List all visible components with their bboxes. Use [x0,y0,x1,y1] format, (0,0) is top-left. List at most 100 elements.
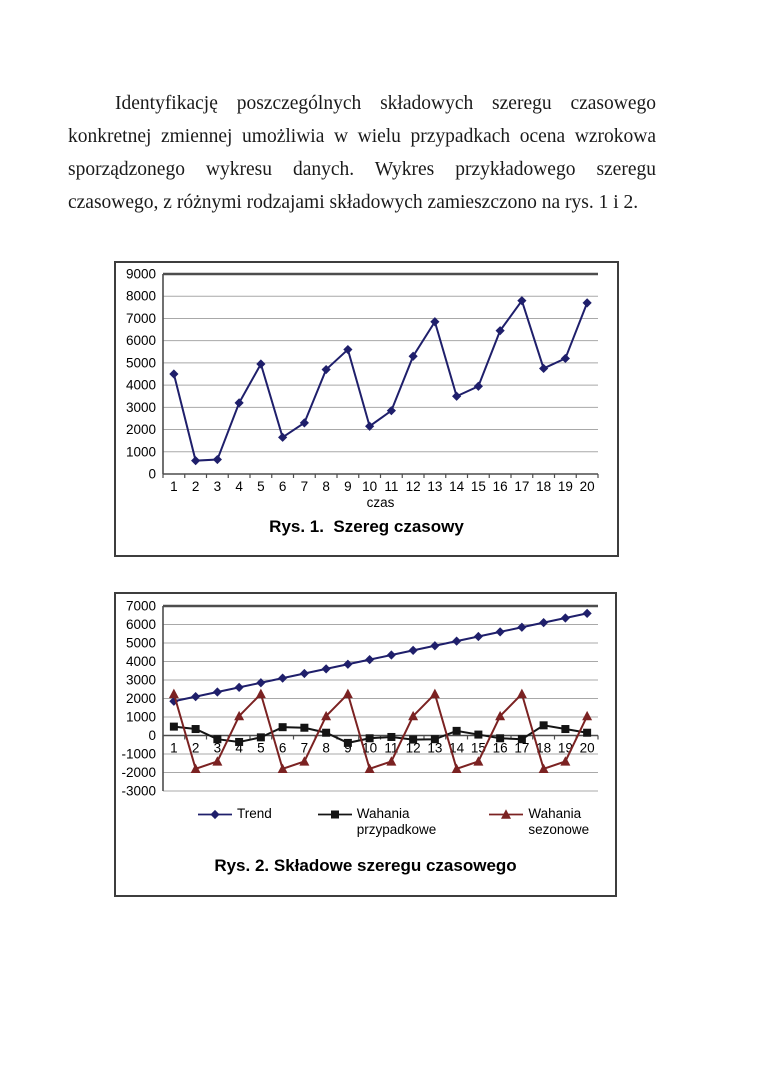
series-marker-diamond [169,369,179,379]
x-tick-label: 16 [493,741,508,756]
y-tick-label: 6000 [126,333,156,348]
series-marker-triangle [364,763,375,773]
series-marker-square [517,735,526,744]
series-marker-square [235,737,244,746]
series-marker-triangle [501,809,512,819]
figure-2-caption: Rys. 2. Składowe szeregu czasowego [214,856,517,875]
series-marker-diamond [495,627,505,637]
chart-2-canvas: 7000 6000 5000 4000 3000 2000 1000 0 -1000 -2000 -… [121,599,599,799]
legend-swatch-diamond-icon [198,809,232,820]
x-tick-label: 7 [301,479,309,494]
series-marker-square [213,735,222,744]
legend-entry: Wahania sezonowe [489,806,615,838]
x-tick-label: 19 [558,479,573,494]
series-marker-square [300,723,309,732]
series-marker-diamond [256,678,266,688]
series-marker-square [169,722,178,731]
x-tick-label: 10 [362,741,377,756]
series-marker-diamond [343,344,353,355]
legend-swatch-triangle-icon [489,809,524,819]
x-tick-label: 11 [384,479,398,494]
x-tick-label: 1 [170,479,178,494]
y-tick-label: 7000 [126,311,156,326]
series-marker-triangle [560,756,571,766]
y-tick-label: 0 [148,728,156,743]
x-tick-label: 2 [192,479,200,494]
x-tick-label: 5 [257,741,265,756]
series-marker-diamond [256,359,266,369]
series-marker-square [452,726,461,735]
x-tick-label: 4 [235,479,243,494]
x-tick-label: 9 [344,741,352,756]
series-marker-square [561,725,570,734]
x-tick-label: 3 [214,479,222,494]
x-tick-label: 7 [301,741,309,756]
series-marker-diamond [321,664,331,674]
series-marker-triangle [386,756,397,766]
figure-1: 9000 8000 7000 6000 5000 4000 3000 2000 1000 0 1 2 3… [114,261,619,557]
legend-entry: Wahania przypadkowe [317,806,444,838]
series-marker-triangle [190,763,201,773]
x-tick-label: 20 [580,479,595,494]
chart-2-legend: Trend Wahania przypadkowe Wahania sezonowe [116,806,615,838]
x-tick-label: 11 [384,741,398,756]
series-marker-diamond [299,418,309,428]
y-tick-label: 4000 [126,654,156,669]
x-tick-label: 1 [170,741,178,756]
series-marker-diamond [430,317,440,327]
series-marker-square [343,738,352,747]
series-marker-triangle [342,688,353,699]
series-marker-square [365,734,374,743]
series-marker-square [539,721,548,730]
series-marker-square [474,730,483,739]
series-marker-square [387,732,396,741]
x-tick-label: 17 [514,741,529,756]
series-marker-triangle [538,763,549,773]
y-tick-label: -2000 [121,765,156,780]
series-marker-diamond [365,421,375,431]
y-tick-label: 2000 [126,691,156,706]
x-tick-label: 3 [214,741,222,756]
x-tick-label: 15 [471,479,486,494]
series-marker-triangle [408,710,419,721]
series-marker-square [322,728,331,737]
series-marker-diamond [452,391,462,401]
x-tick-label: 16 [493,479,508,494]
x-axis-title: czas [367,495,395,510]
series-marker-diamond [365,655,375,665]
series-marker-diamond [321,364,331,375]
legend-label: Wahania sezonowe [528,806,590,837]
x-tick-label: 14 [449,741,465,756]
series-marker-diamond [234,682,244,692]
series-marker-diamond [408,645,418,655]
x-tick-label: 9 [344,479,352,494]
legend-swatch-square-icon [317,810,352,819]
x-tick-label: 12 [406,741,421,756]
series-marker-diamond [539,618,549,628]
series-marker-diamond [408,351,418,361]
series-marker-diamond [473,631,483,642]
y-tick-label: 1000 [126,444,156,459]
series-marker-diamond [212,454,222,465]
y-tick-label: 3000 [126,673,156,688]
x-tick-label: 14 [449,479,465,494]
series-marker-diamond [560,353,570,364]
series-marker-triangle [299,756,310,766]
series-marker-diamond [191,456,201,466]
y-tick-label: 6000 [126,617,156,632]
series-marker-diamond [539,363,549,374]
series-marker-square [191,725,200,734]
series-line [172,691,589,771]
figure-2: 7000 6000 5000 4000 3000 2000 1000 0 -1000 -2000 -… [114,592,617,897]
x-tick-label: 6 [279,741,287,756]
x-tick-label: 13 [427,479,442,494]
series-marker-triangle [234,710,245,721]
y-tick-label: 5000 [126,636,156,651]
series-marker-triangle [168,688,179,699]
series-marker-triangle [255,688,266,699]
y-tick-label: 3000 [126,400,156,415]
y-tick-label: -3000 [121,784,156,799]
x-tick-label: 4 [235,741,243,756]
